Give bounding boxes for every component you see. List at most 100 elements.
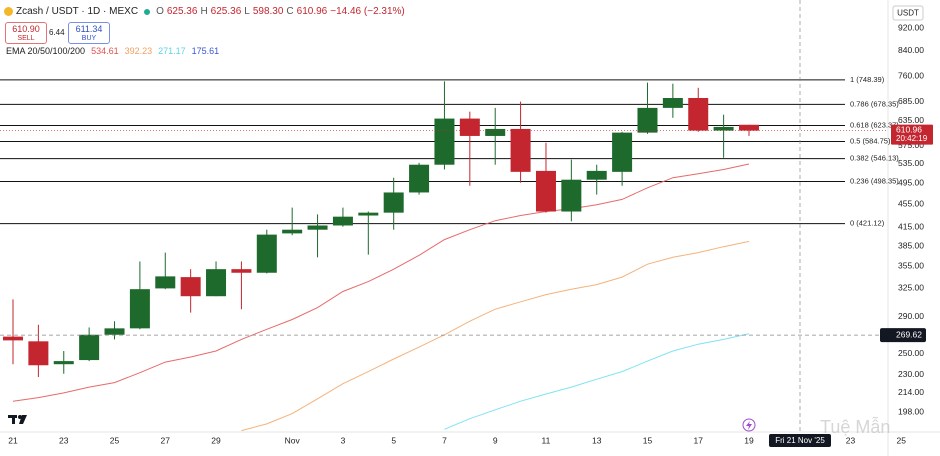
candle-body bbox=[586, 170, 607, 180]
x-tick-label: 13 bbox=[592, 435, 602, 445]
candle-body bbox=[358, 212, 379, 216]
symbol: Zcash / USDT · 1D · MEXC bbox=[16, 6, 139, 17]
fib-label: 0.5 (584.75) bbox=[850, 137, 891, 146]
ohlc-value: 598.30 bbox=[252, 6, 284, 17]
ema-line bbox=[241, 240, 750, 432]
ohlc-key: L bbox=[244, 6, 250, 17]
candle-body bbox=[510, 128, 531, 172]
y-tick-label: 495.00 bbox=[898, 177, 924, 187]
candle-body bbox=[409, 164, 430, 193]
buy-button[interactable]: 611.34 BUY bbox=[68, 22, 110, 44]
candle-body bbox=[535, 170, 556, 212]
event-icon-bolt bbox=[746, 421, 752, 430]
last-price-tag bbox=[891, 124, 933, 145]
candle-body bbox=[129, 289, 150, 329]
candle-body bbox=[662, 98, 683, 108]
x-tick-label: 7 bbox=[442, 435, 447, 445]
ohlc-value: 625.36 bbox=[166, 6, 198, 17]
fib-label: 0.618 (623.37) bbox=[850, 121, 899, 130]
buy-label: BUY bbox=[81, 35, 97, 42]
ema-line bbox=[12, 163, 750, 402]
candle-body bbox=[282, 229, 303, 234]
y-tick-label: 920.00 bbox=[898, 22, 924, 32]
y-tick-label: 415.00 bbox=[898, 222, 924, 232]
indicator-name: EMA 20/50/100/200 bbox=[6, 46, 86, 56]
ema-line bbox=[444, 333, 750, 430]
watermark: Tuệ Mẫn bbox=[820, 416, 890, 437]
y-tick-label: 575.00 bbox=[898, 140, 924, 150]
y-tick-label: 198.00 bbox=[898, 407, 924, 417]
y-tick-label: 535.00 bbox=[898, 158, 924, 168]
y-tick-label: 635.00 bbox=[898, 115, 924, 125]
candle-body bbox=[104, 328, 125, 335]
candle-body bbox=[53, 361, 74, 365]
x-tick-label: 15 bbox=[643, 435, 653, 445]
x-tick-label: 27 bbox=[161, 435, 171, 445]
y-tick-label: 290.00 bbox=[898, 311, 924, 321]
countdown: 20:42:19 bbox=[896, 134, 928, 143]
change: −14.46 (−2.31%) bbox=[330, 6, 405, 17]
ohlc-key: C bbox=[286, 6, 294, 17]
sell-label: SELL bbox=[17, 35, 35, 42]
y-tick-label: 455.00 bbox=[898, 199, 924, 209]
indicator-value: 175.61 bbox=[191, 46, 220, 56]
currency: USDT bbox=[897, 9, 919, 18]
candle-body bbox=[739, 124, 759, 131]
candle-body bbox=[180, 277, 201, 297]
coin-icon bbox=[4, 7, 13, 16]
candle-body bbox=[561, 179, 582, 212]
crosshair-date-tag bbox=[769, 434, 831, 447]
candle-body bbox=[637, 107, 658, 133]
sell-price: 610.90 bbox=[12, 24, 40, 34]
ohlc-key: H bbox=[200, 6, 208, 17]
candle-body bbox=[231, 269, 252, 273]
fib-label: 0.236 (498.35) bbox=[850, 177, 899, 186]
crosshair-price: 269.62 bbox=[896, 329, 922, 339]
candle-body bbox=[79, 334, 100, 361]
x-tick-label: 25 bbox=[897, 435, 907, 445]
event-icon[interactable] bbox=[742, 418, 756, 432]
candle-body bbox=[206, 269, 227, 297]
fib-label: 0.382 (546.13) bbox=[850, 154, 899, 163]
sell-button[interactable]: 610.90 SELL bbox=[5, 22, 47, 44]
y-tick-label: 385.00 bbox=[898, 240, 924, 250]
ohlc-value: 610.96 bbox=[296, 6, 328, 17]
x-tick-label: 19 bbox=[744, 435, 754, 445]
candle-body bbox=[459, 118, 480, 136]
candle-body bbox=[383, 192, 404, 213]
indicator-value: 534.61 bbox=[91, 46, 119, 56]
crosshair-date: Fri 21 Nov '25 bbox=[775, 436, 825, 445]
x-tick-label: 25 bbox=[110, 435, 120, 445]
tv-logo bbox=[8, 415, 27, 424]
candle-body bbox=[688, 98, 709, 131]
fib-label: 0.786 (678.35) bbox=[850, 99, 899, 108]
status-dot bbox=[144, 8, 151, 15]
x-tick-label: 29 bbox=[211, 435, 221, 445]
x-tick-label: Nov bbox=[285, 435, 301, 445]
candle-body bbox=[612, 132, 633, 172]
ohlc-value: 625.36 bbox=[210, 6, 242, 17]
x-tick-label: 17 bbox=[694, 435, 704, 445]
ohlc-key: O bbox=[156, 6, 164, 17]
currency-box[interactable] bbox=[892, 5, 924, 21]
indicator-legend: EMA 20/50/100/200 534.61 392.23 271.17 175.… bbox=[6, 46, 219, 56]
last-price: 610.96 bbox=[896, 124, 922, 134]
indicator-value: 392.23 bbox=[124, 46, 153, 56]
fib-label: 0 (421.12) bbox=[850, 219, 885, 228]
header-row: Zcash / USDT · 1D · MEXC O 625.36 H 625.36… bbox=[4, 6, 405, 17]
y-tick-label: 685.00 bbox=[898, 96, 924, 106]
candle-body bbox=[434, 118, 455, 165]
x-tick-label: 9 bbox=[493, 435, 498, 445]
x-tick-label: 5 bbox=[391, 435, 396, 445]
y-tick-label: 214.00 bbox=[898, 387, 924, 397]
y-tick-label: 760.00 bbox=[898, 70, 924, 80]
crosshair-price-tag bbox=[880, 328, 926, 343]
fib-label: 1 (748.39) bbox=[850, 75, 885, 84]
y-tick-label: 250.00 bbox=[898, 348, 924, 358]
x-tick-label: 23 bbox=[846, 435, 856, 445]
candle-body bbox=[332, 216, 353, 226]
candle-body bbox=[28, 341, 49, 366]
y-tick-label: 840.00 bbox=[898, 45, 924, 55]
candle-body bbox=[485, 128, 506, 136]
